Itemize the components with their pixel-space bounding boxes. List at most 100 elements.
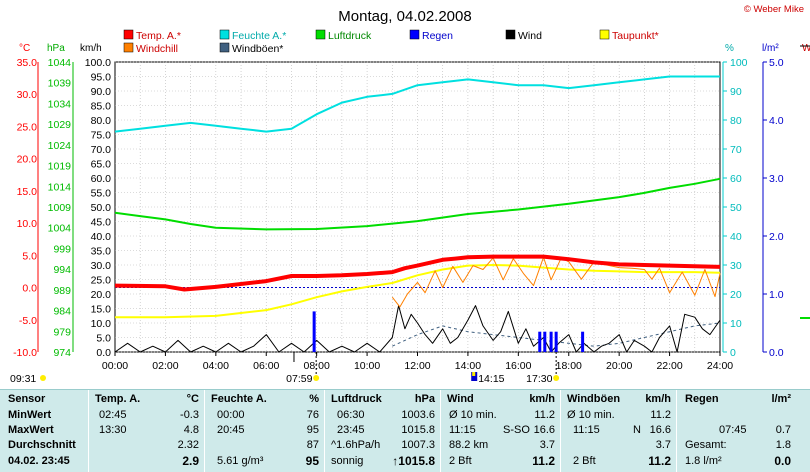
x-tick-label: 08:00 xyxy=(304,360,330,372)
wind-tick-label: 15.0 xyxy=(91,304,112,316)
hum-avg-value: 87 xyxy=(306,439,319,451)
pressure-tick-label: 989 xyxy=(53,285,71,297)
stats-col-temp: Temp. A. °C 02:45 -0.3 13:30 4.8 2.32 2.9 xyxy=(88,390,205,472)
hum-max-value: 95 xyxy=(306,424,319,436)
stats-unit-wind: km/h xyxy=(529,393,555,405)
wind-max-value: 16.6 xyxy=(533,424,555,436)
stats-header-humidity: Feuchte A. xyxy=(211,393,267,405)
wind-tick-label: 35.0 xyxy=(91,246,112,258)
stats-table: Sensor MinWert MaxWert Durchschnitt 04.0… xyxy=(0,389,810,472)
stats-label-current: 04.02. 23:45 xyxy=(8,455,70,467)
sun-marker-label: 09:31 xyxy=(10,373,36,385)
rain-tick-label: 3.0 xyxy=(769,173,784,185)
humidity-tick-label: 50 xyxy=(730,202,742,214)
rain-bar xyxy=(312,311,316,352)
temp-unit-label: °C xyxy=(19,43,30,54)
press-forecast: sonnig xyxy=(331,455,364,467)
rain-tick-label: 5.0 xyxy=(769,57,784,69)
wind-tick-label: 20.0 xyxy=(91,289,112,301)
legend-label: Taupunkt* xyxy=(612,30,659,42)
weather-chart: Montag, 04.02.2008 © Weber Mike Temp. A.… xyxy=(10,4,810,385)
stats-header-sensor: Sensor xyxy=(8,393,46,405)
stats-col-sensor: Sensor MinWert MaxWert Durchschnitt 04.0… xyxy=(0,390,88,472)
sun-icon xyxy=(40,375,46,381)
pressure-tick-label: 974 xyxy=(53,347,71,359)
stats-header-temp: Temp. A. xyxy=(95,393,141,405)
legend-swatch xyxy=(315,29,326,40)
x-tick-label: 10:00 xyxy=(354,360,380,372)
rain-max-value: 0.7 xyxy=(775,424,791,436)
pressure-tick-label: 1009 xyxy=(48,202,72,214)
wind-tick-label: 45.0 xyxy=(91,217,112,229)
rain-bar xyxy=(581,331,585,352)
legend: Temp. A.* Feuchte A.* Luftdruck Regen Wind Ta… xyxy=(123,29,659,55)
temp-min-time: 02:45 xyxy=(99,409,127,421)
rain-today: 1.8 l/m² xyxy=(685,455,722,467)
series-windchill xyxy=(391,256,721,308)
hum-min-value: 76 xyxy=(306,409,319,421)
temp-min-value: -0.3 xyxy=(180,409,199,421)
temp-tick-label: 30.0 xyxy=(17,89,38,101)
wind-distance: 88.2 km xyxy=(449,439,489,451)
stats-header-wind: Wind xyxy=(447,393,474,405)
press-min-time: 06:30 xyxy=(337,409,365,421)
stats-header-pressure: Luftdruck xyxy=(331,393,382,405)
temp-tick-label: 25.0 xyxy=(17,121,38,133)
humidity-tick-label: 10 xyxy=(730,318,742,330)
pressure-tick-label: 1004 xyxy=(48,223,72,235)
wind-tick-label: 70.0 xyxy=(91,144,112,156)
pressure-tick-label: 1014 xyxy=(48,181,72,193)
pressure-tick-label: 1039 xyxy=(48,78,72,90)
gust-avg10-value: 11.2 xyxy=(650,409,671,421)
press-max-value: 1015.8 xyxy=(401,424,435,436)
sun-icon xyxy=(553,375,560,381)
stats-col-pressure: Luftdruck hPa 06:30 1003.6 23:45 1015.8 ^1.… xyxy=(324,390,441,472)
stats-header-rain: Regen xyxy=(685,393,719,405)
gust-current-value: 11.2 xyxy=(648,454,671,468)
press-trend: ^1.6hPa/h xyxy=(331,439,381,451)
wind-tick-label: 0.0 xyxy=(96,347,111,359)
humidity-tick-label: 20 xyxy=(730,289,742,301)
legend-label: Feuchte A.* xyxy=(232,30,286,42)
legend-swatch xyxy=(123,42,134,53)
stats-col-rain: Regen l/m² 07:45 0.7 Gesamt: 1.8 1.8 l/m² 0.… xyxy=(676,390,797,472)
hum-current-value: 95 xyxy=(305,454,319,468)
rain-unit-label: l/m² xyxy=(762,43,779,54)
stats-label-min: MinWert xyxy=(8,409,52,421)
gust-beaufort: 2 Bft xyxy=(573,455,596,467)
sun-marker-label: 07:59 xyxy=(286,373,312,385)
x-tick-label: 12:00 xyxy=(404,360,430,372)
temp-tick-label: 20.0 xyxy=(17,154,38,166)
temp-avg-value: 2.32 xyxy=(177,439,199,451)
wind-tick-label: 80.0 xyxy=(91,115,112,127)
x-tick-label: 16:00 xyxy=(505,360,531,372)
wind-tick-label: 100.0 xyxy=(85,57,111,69)
gust-max-value: 16.6 xyxy=(649,424,671,436)
rain-tick-label: 4.0 xyxy=(769,115,784,127)
wind-avg10-value: 11.2 xyxy=(534,409,555,421)
legend-label: Windböen* xyxy=(232,43,283,55)
series-feuchte-a xyxy=(114,75,720,133)
temp-tick-label: -10.0 xyxy=(13,347,37,359)
wind-tick-label: 30.0 xyxy=(91,260,112,272)
wind-max-direction: S-SO xyxy=(503,424,530,436)
series-taupunkt xyxy=(115,264,721,319)
humidity-tick-label: 70 xyxy=(730,144,742,156)
temp-tick-label: 0.0 xyxy=(22,283,37,295)
chart-title: Montag, 04.02.2008 xyxy=(338,8,471,25)
press-min-value: 1003.6 xyxy=(401,409,435,421)
stats-label-max: MaxWert xyxy=(8,424,54,436)
wind-tick-label: 75.0 xyxy=(91,130,112,142)
legend-label: Regen xyxy=(422,30,453,42)
hum-min-time: 00:00 xyxy=(217,409,245,421)
wind-avg10-label: Ø 10 min. xyxy=(449,409,497,421)
x-tick-label: 24:00 xyxy=(707,360,733,372)
wind-tick-label: 50.0 xyxy=(91,202,112,214)
pressure-tick-label: 984 xyxy=(53,306,71,318)
stats-col-humidity: Feuchte A.% 00:00 76 20:45 95 87 5.61 g/m³… xyxy=(204,390,325,472)
temp-axis: 35.0 30.0 25.0 20.0 15.0 10.0 5.0 0.0 -5.0 -10.0 xyxy=(13,57,39,359)
rain-tick-label: 0.0 xyxy=(769,347,784,359)
rain-max-time: 07:45 xyxy=(719,424,747,436)
pressure-tick-label: 979 xyxy=(53,326,71,338)
rain-tick-label: 2.0 xyxy=(769,231,784,243)
